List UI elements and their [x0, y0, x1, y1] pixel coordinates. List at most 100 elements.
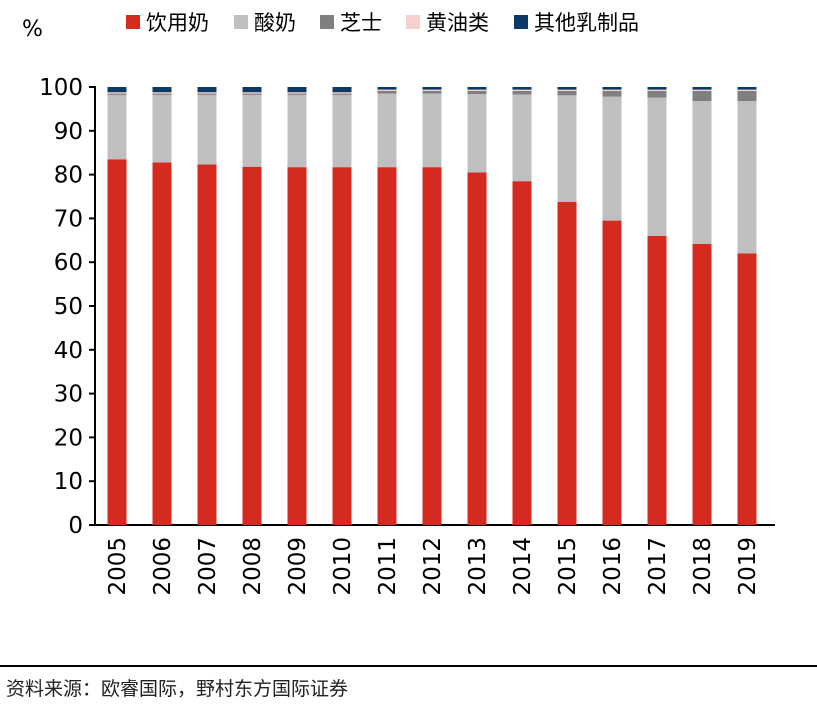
x-tick-label-2012: 2012: [420, 537, 446, 596]
bar-2009-series-4: [287, 87, 307, 93]
bar-2019-series-4: [737, 87, 757, 90]
bar-2015-series-0: [557, 201, 577, 526]
source-note: 资料来源：欧睿国际，野村东方国际证券: [6, 678, 349, 700]
y-tick-label-100: 100: [39, 75, 83, 101]
bar-2017-series-3: [647, 89, 667, 91]
legend-swatch-4: [514, 15, 528, 29]
bar-2013-series-3: [467, 89, 487, 91]
bar-2006-series-0: [152, 162, 172, 525]
bar-2019-series-2: [737, 90, 757, 102]
bar-2010-series-1: [332, 94, 352, 168]
y-tick-label-90: 90: [54, 119, 83, 145]
legend-swatch-0: [126, 15, 140, 29]
bar-2014-series-1: [512, 94, 532, 182]
bar-2017-series-2: [647, 90, 667, 98]
bar-2011-series-1: [377, 93, 397, 168]
x-tick-label-2010: 2010: [330, 537, 356, 596]
legend-swatch-2: [320, 15, 334, 29]
bar-2014-series-2: [512, 90, 532, 95]
bar-2011-series-0: [377, 167, 397, 526]
bar-2016-series-4: [602, 87, 622, 90]
bar-2015-series-2: [557, 90, 577, 96]
bar-2018-series-0: [692, 243, 712, 525]
legend-label-0: 饮用奶: [146, 11, 209, 35]
bar-2008-series-0: [242, 166, 262, 525]
x-tick-label-2006: 2006: [150, 537, 176, 596]
legend-label-4: 其他乳制品: [534, 11, 639, 35]
bar-2006-series-2: [152, 93, 172, 95]
bar-2006-series-1: [152, 94, 172, 163]
bar-2010-series-2: [332, 93, 352, 95]
bar-2007-series-0: [197, 164, 217, 525]
bar-2007-series-4: [197, 87, 217, 93]
bar-2005-series-1: [107, 94, 127, 160]
bar-2005-series-2: [107, 93, 127, 95]
legend-label-1: 酸奶: [254, 11, 296, 35]
bar-2006-series-4: [152, 87, 172, 93]
bar-2012-series-3: [422, 89, 442, 91]
bar-2011-series-3: [377, 89, 397, 91]
bar-2012-series-2: [422, 90, 442, 94]
bar-2014-series-0: [512, 181, 532, 526]
bar-2013-series-0: [467, 172, 487, 525]
bar-2009-series-3: [287, 92, 307, 94]
x-tick-label-2016: 2016: [600, 537, 626, 596]
legend-swatch-3: [406, 15, 420, 29]
bar-2016-series-0: [602, 220, 622, 525]
y-tick-label-80: 80: [54, 163, 83, 189]
bar-2008-series-1: [242, 94, 262, 167]
x-tick-label-2014: 2014: [510, 537, 536, 596]
legend-label-2: 芝士: [340, 11, 382, 35]
footer-divider: [0, 665, 817, 667]
bar-2013-series-4: [467, 87, 487, 90]
bar-2006-series-3: [152, 92, 172, 94]
x-tick-label-2013: 2013: [465, 537, 491, 596]
bar-2009-series-1: [287, 94, 307, 168]
x-tick-label-2019: 2019: [735, 537, 761, 596]
y-tick-label-40: 40: [54, 338, 83, 364]
bar-2017-series-1: [647, 97, 667, 236]
bar-2012-series-0: [422, 167, 442, 526]
bar-2018-series-4: [692, 87, 712, 90]
bar-2014-series-3: [512, 89, 532, 91]
bar-2016-series-2: [602, 90, 622, 97]
bar-2017-series-4: [647, 87, 667, 90]
y-tick-label-70: 70: [54, 206, 83, 232]
x-tick-label-2005: 2005: [105, 537, 131, 596]
y-tick-label-20: 20: [54, 425, 83, 451]
x-tick-label-2015: 2015: [555, 537, 581, 596]
bar-2007-series-2: [197, 93, 217, 95]
bar-2015-series-3: [557, 89, 577, 91]
y-tick-label-30: 30: [54, 382, 83, 408]
bar-2016-series-3: [602, 89, 622, 91]
bar-2018-series-1: [692, 101, 712, 244]
bar-2009-series-2: [287, 93, 307, 95]
bar-2008-series-3: [242, 92, 262, 94]
bar-2005-series-3: [107, 92, 127, 94]
bar-2015-series-1: [557, 95, 577, 202]
bar-2010-series-4: [332, 87, 352, 93]
x-tick-label-2018: 2018: [690, 537, 716, 596]
bar-2009-series-0: [287, 167, 307, 526]
x-tick-label-2009: 2009: [285, 537, 311, 596]
bar-2018-series-2: [692, 90, 712, 102]
bar-2011-series-2: [377, 90, 397, 94]
x-tick-label-2007: 2007: [195, 537, 221, 596]
y-tick-label-60: 60: [54, 250, 83, 276]
y-tick-label-50: 50: [54, 294, 83, 320]
bar-2019-series-3: [737, 89, 757, 91]
bar-2007-series-1: [197, 94, 217, 165]
bar-2016-series-1: [602, 96, 622, 221]
bar-2019-series-0: [737, 253, 757, 525]
bar-2013-series-1: [467, 94, 487, 173]
bar-2017-series-0: [647, 235, 667, 526]
bar-2013-series-2: [467, 90, 487, 95]
bar-2019-series-1: [737, 101, 757, 254]
bar-2005-series-0: [107, 159, 127, 525]
x-tick-label-2008: 2008: [240, 537, 266, 596]
bar-2018-series-3: [692, 89, 712, 91]
bar-2012-series-1: [422, 93, 442, 168]
bar-2007-series-3: [197, 92, 217, 94]
legend-label-3: 黄油类: [426, 11, 489, 35]
